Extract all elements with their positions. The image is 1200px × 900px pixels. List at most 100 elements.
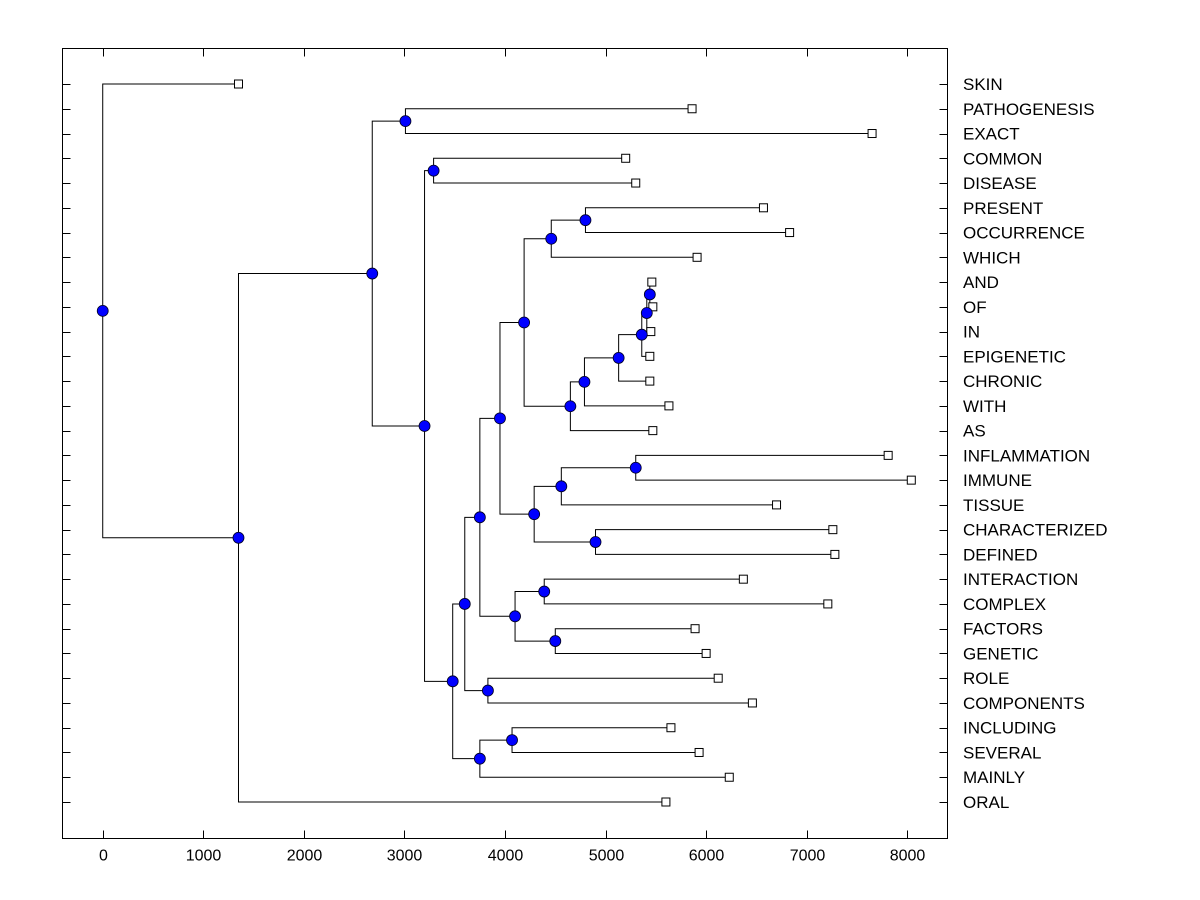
leaf-label: IN — [963, 323, 980, 342]
branch-link — [595, 529, 833, 543]
cluster-node-I — [494, 412, 506, 425]
branch-link — [433, 170, 636, 184]
leaf-label: SEVERAL — [963, 743, 1041, 762]
branch-link — [424, 170, 434, 426]
branch-link — [533, 514, 596, 543]
leaf-marker — [648, 302, 658, 312]
leaf-label: EXACT — [963, 125, 1020, 144]
leaf-marker — [883, 450, 893, 460]
x-tick-label: 3000 — [387, 848, 423, 865]
x-tick-label: 4000 — [488, 848, 524, 865]
branch-link — [514, 616, 556, 642]
cluster-node-Z — [482, 684, 494, 697]
leaf-label: INFLAMMATION — [963, 446, 1090, 465]
branch-link — [371, 120, 406, 274]
leaf-marker — [906, 475, 916, 485]
leaf-marker — [666, 723, 676, 733]
x-tick-label: 7000 — [790, 848, 826, 865]
x-tick-label: 6000 — [689, 848, 725, 865]
branch-link — [404, 121, 873, 135]
leaf-marker — [724, 772, 734, 782]
leaf-label: PATHOGENESIS — [963, 100, 1095, 119]
leaf-marker — [646, 327, 656, 337]
branch-link — [464, 516, 480, 604]
leaf-label: COMPLEX — [963, 595, 1046, 614]
leaf-label: ORAL — [963, 793, 1009, 812]
plot-frame — [62, 48, 948, 839]
leaf-label: MAINLY — [963, 768, 1025, 787]
leaf-label: AS — [963, 422, 986, 441]
cluster-node-root — [96, 304, 109, 317]
branch-link — [583, 357, 619, 382]
branch-link — [404, 108, 693, 122]
branch-link — [543, 578, 744, 592]
leaf-label: COMMON — [963, 149, 1042, 168]
leaf-marker — [233, 79, 243, 89]
cluster-node-W — [509, 610, 521, 623]
branch-link — [618, 334, 642, 358]
cluster-node-P — [635, 328, 648, 341]
cluster-node-O — [612, 351, 625, 364]
leaf-marker — [828, 525, 838, 535]
leaf-label: WHICH — [963, 248, 1021, 267]
x-tick-label: 8000 — [890, 848, 926, 865]
cluster-node-G — [458, 598, 471, 610]
branch-link — [560, 486, 777, 506]
branch-link — [479, 517, 516, 617]
cluster-node-Q — [640, 307, 653, 319]
leaf-marker — [823, 599, 833, 609]
leaf-label: AND — [963, 273, 999, 292]
branch-link — [237, 273, 373, 538]
branch-link — [618, 357, 650, 382]
cluster-node-V — [589, 536, 602, 548]
leaf-marker — [738, 574, 748, 584]
branch-link — [550, 238, 698, 258]
cluster-node-Y — [549, 635, 562, 647]
branch-link — [554, 628, 696, 642]
branch-link — [635, 454, 889, 468]
leaf-label: PRESENT — [963, 199, 1043, 218]
branch-link — [523, 238, 552, 323]
leaf-marker — [690, 624, 700, 634]
leaf-marker — [631, 178, 641, 188]
leaf-marker — [648, 426, 658, 436]
leaf-label: WITH — [963, 397, 1006, 416]
cluster-node-C — [399, 115, 412, 128]
branch-link — [514, 591, 545, 617]
leaf-marker — [645, 351, 655, 361]
branch-link — [560, 467, 636, 487]
cluster-node-Lp — [579, 214, 592, 227]
leaf-marker — [645, 376, 655, 386]
cluster-node-E — [427, 164, 440, 177]
branch-link — [511, 727, 671, 741]
branch-link — [102, 310, 239, 539]
leaf-label: COMPONENTS — [963, 694, 1085, 713]
leaf-marker — [687, 104, 697, 114]
leaf-label: CHRONIC — [963, 372, 1042, 391]
branch-link — [479, 758, 730, 778]
branch-link — [583, 381, 669, 407]
cluster-node-M — [564, 400, 577, 413]
leaf-label: OCCURRENCE — [963, 224, 1085, 243]
branch-link — [487, 677, 719, 691]
branch-link — [102, 83, 239, 311]
cluster-node-X — [538, 585, 551, 598]
leaf-marker — [772, 500, 782, 510]
leaf-marker — [664, 401, 674, 411]
cluster-node-B — [366, 267, 379, 280]
leaf-marker — [747, 698, 757, 708]
leaf-marker — [647, 277, 657, 287]
leaf-marker — [701, 648, 711, 658]
leaf-label: OF — [963, 298, 987, 317]
leaf-marker — [713, 673, 723, 683]
cluster-node-H — [473, 511, 486, 524]
leaf-label: FACTORS — [963, 620, 1043, 639]
branch-link — [595, 542, 835, 555]
branch-link — [569, 406, 653, 432]
leaf-marker — [758, 203, 768, 213]
cluster-node-A — [232, 531, 245, 544]
cluster-node-S — [528, 508, 541, 521]
cluster-node-AB — [506, 734, 518, 747]
branch-link — [499, 321, 525, 419]
